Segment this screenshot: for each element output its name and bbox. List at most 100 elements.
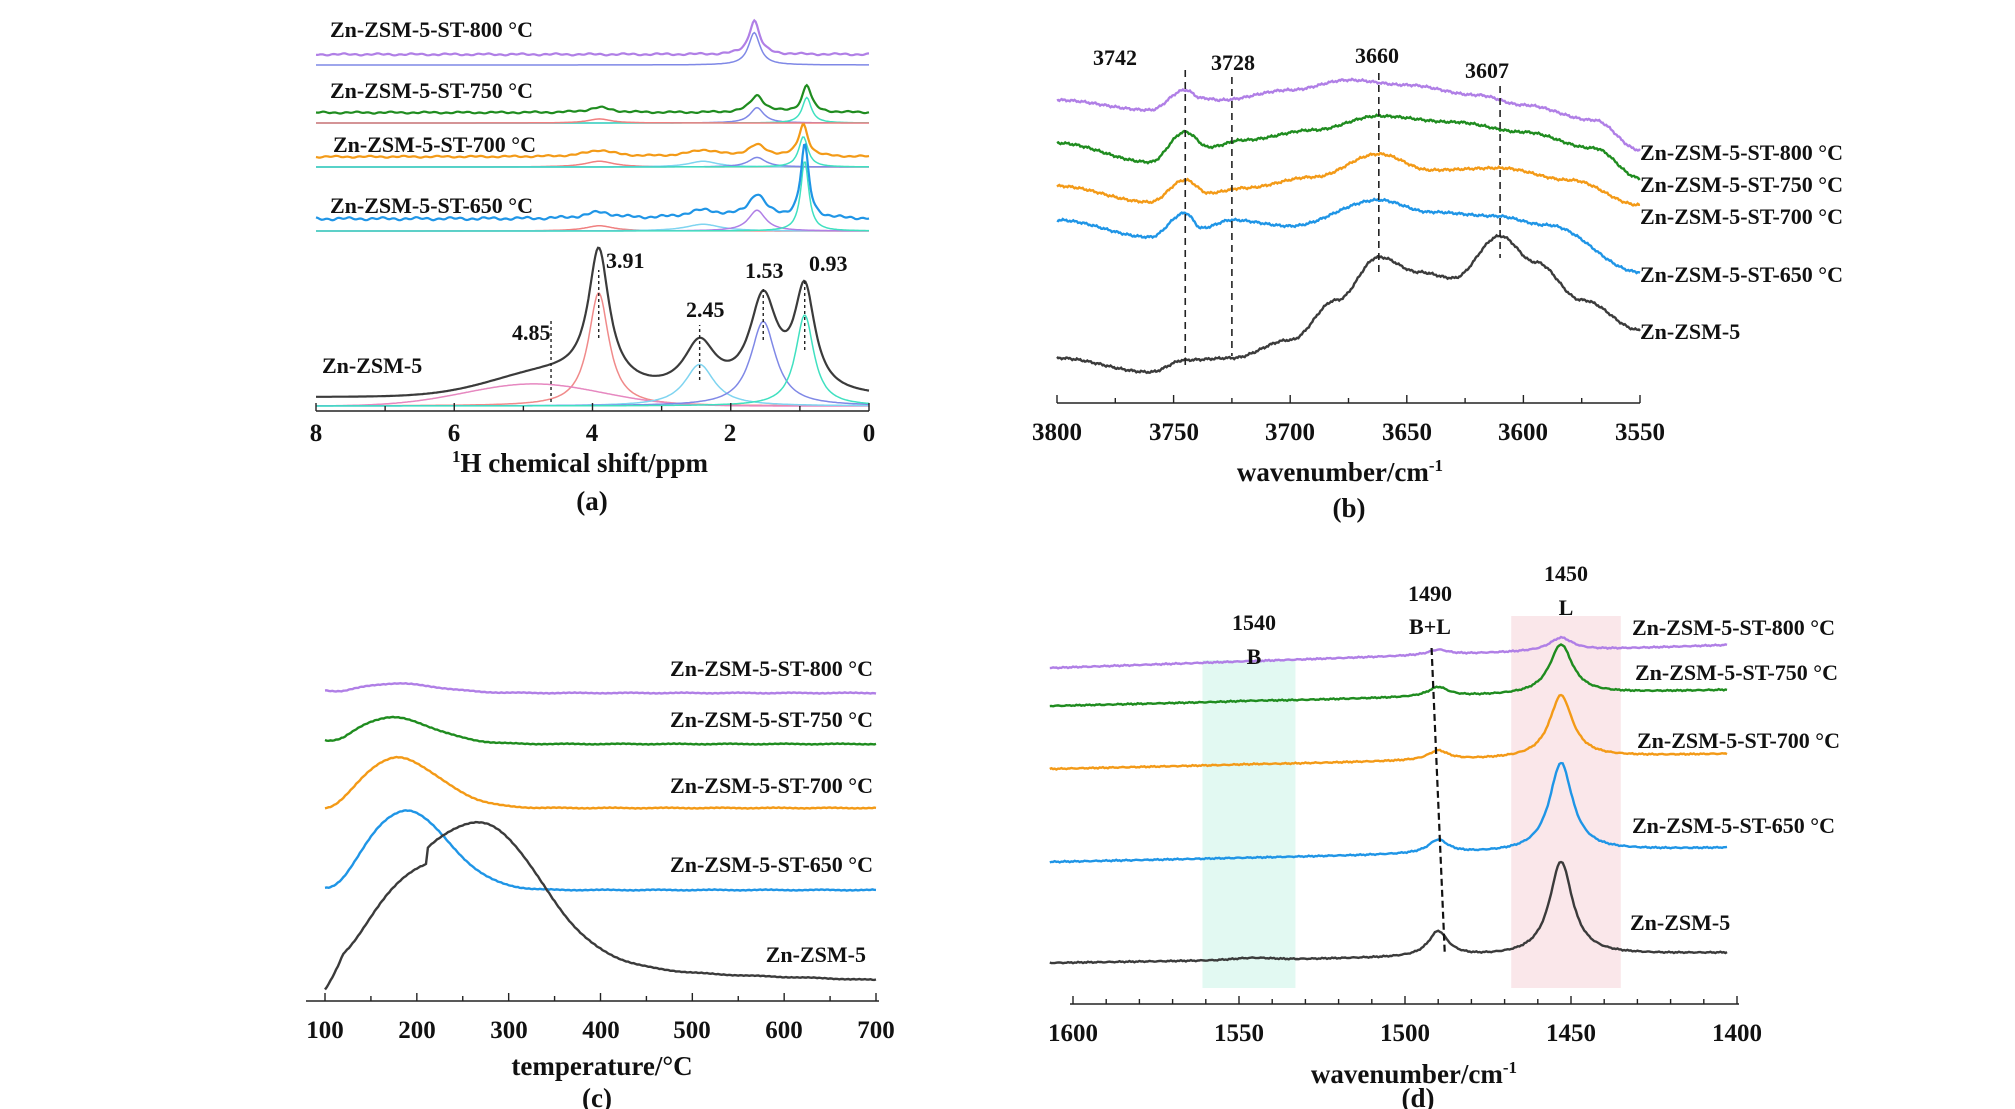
a-series-line <box>315 123 870 159</box>
a-peak-label: 2.45 <box>686 297 725 322</box>
c-x-axis-label: temperature/°C <box>511 1051 692 1081</box>
c-xtick-label: 100 <box>306 1017 344 1044</box>
d-series-line <box>1049 761 1728 864</box>
d-series-label: Zn-ZSM-5-ST-700 °C <box>1637 728 1840 753</box>
b-x-axis-label: wavenumber/cm-1 <box>1237 456 1443 487</box>
c-xtick-label: 500 <box>673 1017 711 1044</box>
d-xtick-label: 1550 <box>1214 1020 1264 1047</box>
d-xlabel-main: wavenumber/cm <box>1311 1059 1503 1089</box>
b-series-line <box>1056 113 1641 181</box>
a-peak-label: 3.91 <box>606 248 645 273</box>
panel-c-ticks <box>324 993 877 1001</box>
panel-c: 100 200 300 400 500 600 700 temperature/… <box>306 656 895 1109</box>
panel-d: 1600 1550 1500 1450 1400 wavenumber/cm-1… <box>1048 561 1840 1109</box>
b-series-line <box>1056 197 1641 275</box>
d-band-sublabel: B+L <box>1409 614 1451 639</box>
c-panel-label: (c) <box>582 1083 612 1109</box>
d-band-sublabel: B <box>1247 644 1262 669</box>
b-peak-label: 3728 <box>1211 50 1255 75</box>
b-panel-label: (b) <box>1333 493 1366 523</box>
d-band-label: 1450 <box>1544 561 1588 586</box>
a-xlabel-main: H chemical shift/ppm <box>461 448 709 478</box>
d-band-label: 1540 <box>1232 610 1276 635</box>
a-series-line <box>316 246 870 398</box>
a-series-line <box>315 143 870 222</box>
d-series-label: Zn-ZSM-5-ST-650 °C <box>1632 813 1835 838</box>
d-band-label: 1490 <box>1408 581 1452 606</box>
a-xtick-label: 4 <box>586 420 599 447</box>
b-xtick-label: 3750 <box>1149 419 1199 446</box>
b-peak-label: 3660 <box>1355 43 1399 68</box>
a-xlabel-sup: 1 <box>452 447 461 466</box>
b-series-label: Zn-ZSM-5-ST-700 °C <box>1640 204 1843 229</box>
a-component-curve <box>316 136 869 168</box>
panel-a-ticks <box>315 403 870 411</box>
panel-d-plot <box>1049 635 1728 965</box>
b-xtick-label: 3700 <box>1265 419 1315 446</box>
a-series-line <box>315 18 870 57</box>
panel-c-plot <box>324 681 877 991</box>
d-series-label: Zn-ZSM-5 <box>1630 910 1730 935</box>
b-series-label: Zn-ZSM-5-ST-800 °C <box>1640 140 1843 165</box>
a-peak-label: 4.85 <box>512 320 551 345</box>
a-series-label: Zn-ZSM-5-ST-700 °C <box>333 132 536 157</box>
b-series-line <box>1056 233 1641 375</box>
b-xtick-label: 3650 <box>1382 419 1432 446</box>
a-series-label: Zn-ZSM-5 <box>322 353 422 378</box>
d-series-label: Zn-ZSM-5-ST-800 °C <box>1632 615 1835 640</box>
d-xtick-label: 1400 <box>1712 1020 1762 1047</box>
d-xtick-label: 1450 <box>1546 1020 1596 1047</box>
a-peak-label: 1.53 <box>745 258 784 283</box>
a-xtick-label: 0 <box>863 420 876 447</box>
panel-b: 3800 3750 3700 3650 3600 3550 wavenumber… <box>1032 43 1843 523</box>
a-xtick-label: 6 <box>448 420 461 447</box>
a-component-curve <box>316 161 869 232</box>
panel-d-bands <box>1202 616 1621 988</box>
b-peak-label: 3742 <box>1093 45 1137 70</box>
d-series-label: Zn-ZSM-5-ST-750 °C <box>1635 660 1838 685</box>
a-series-line <box>315 83 870 115</box>
d-series-line <box>1049 860 1728 965</box>
b-xtick-label: 3600 <box>1498 419 1548 446</box>
b-series-line <box>1056 151 1641 207</box>
c-xtick-label: 700 <box>857 1017 895 1044</box>
d-panel-label: (d) <box>1402 1083 1435 1109</box>
c-series-label: Zn-ZSM-5 <box>766 942 866 967</box>
b-xtick-label: 3800 <box>1032 419 1082 446</box>
a-peak-label: 0.93 <box>809 251 848 276</box>
c-xtick-label: 200 <box>398 1017 436 1044</box>
b-xtick-label: 3550 <box>1615 419 1665 446</box>
a-xtick-label: 8 <box>310 420 323 447</box>
b-series-line <box>1056 77 1641 152</box>
c-series-line <box>324 681 877 695</box>
panel-b-plot <box>1056 70 1641 375</box>
d-xtick-label: 1600 <box>1048 1020 1098 1047</box>
d-x-axis-label: wavenumber/cm-1 <box>1311 1058 1517 1089</box>
a-series-label: Zn-ZSM-5-ST-650 °C <box>330 193 533 218</box>
d-band-highlight <box>1202 660 1296 988</box>
d-peak-marker <box>1430 647 1446 956</box>
c-series-line <box>324 809 877 892</box>
a-component-curve <box>316 118 869 124</box>
c-series-line <box>324 820 877 991</box>
a-component-curve <box>316 292 869 407</box>
a-component-curve <box>316 223 869 232</box>
d-band-highlight <box>1511 616 1621 988</box>
panel-a-plot <box>315 18 870 407</box>
a-xtick-label: 2 <box>724 420 737 447</box>
a-panel-label: (a) <box>576 486 607 516</box>
panel-d-ticks <box>1072 996 1738 1004</box>
c-xtick-label: 300 <box>490 1017 528 1044</box>
b-xlabel-main: wavenumber/cm <box>1237 457 1429 487</box>
a-component-curve <box>316 31 869 66</box>
c-series-label: Zn-ZSM-5-ST-650 °C <box>670 852 873 877</box>
panel-a: 8 6 4 2 0 1H chemical shift/ppm (a) Zn-Z… <box>310 17 876 516</box>
c-xtick-label: 600 <box>765 1017 803 1044</box>
a-x-axis-label: 1H chemical shift/ppm <box>452 447 709 478</box>
d-band-sublabel: L <box>1559 595 1574 620</box>
c-xtick-label: 400 <box>582 1017 620 1044</box>
d-series-line <box>1049 643 1728 708</box>
panel-b-ticks <box>1056 395 1641 403</box>
b-xlabel-sup: -1 <box>1429 456 1443 475</box>
